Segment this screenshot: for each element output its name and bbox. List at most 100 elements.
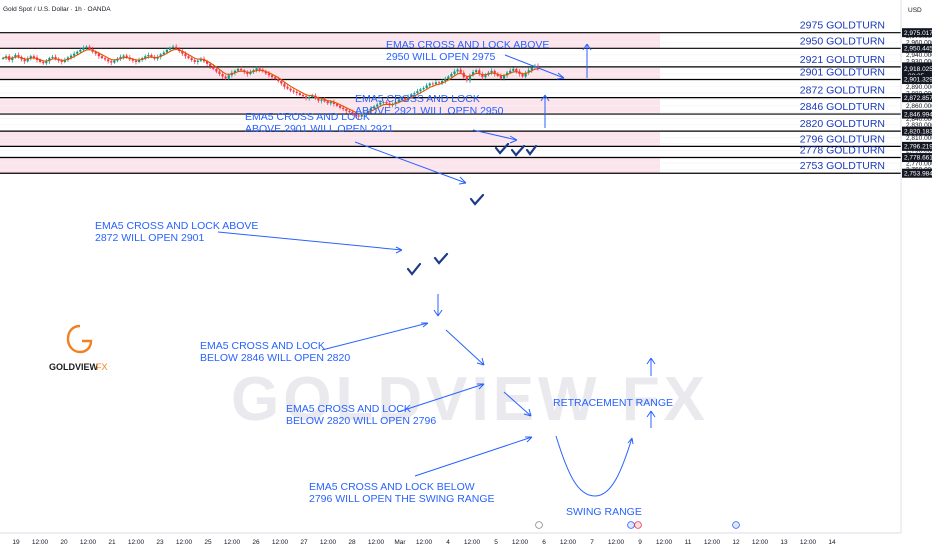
candle-body xyxy=(413,93,416,95)
level-label: 2778 GOLDTURN xyxy=(800,145,885,157)
price-tag-label: 2,872.857 xyxy=(904,95,932,102)
candle-body xyxy=(73,53,76,56)
flag-icon[interactable] xyxy=(732,521,740,529)
candle-body xyxy=(63,60,66,62)
level-label: 2753 GOLDTURN xyxy=(800,160,885,172)
grid-layer xyxy=(0,35,901,170)
price-tag-label: 2,918.025 xyxy=(904,66,932,73)
candle-body xyxy=(524,72,527,77)
candle-body xyxy=(366,110,370,113)
arrow-up xyxy=(646,357,656,376)
candle-body xyxy=(376,104,379,107)
candle-body xyxy=(295,91,298,94)
swing-curve xyxy=(555,435,634,497)
arrow-line xyxy=(414,436,533,477)
candle-body xyxy=(286,86,289,89)
candle-body xyxy=(26,58,29,62)
price-tag-label: 2,901.329 xyxy=(904,77,932,84)
y-tick-label: 2,960.000 xyxy=(906,40,932,47)
candle-body xyxy=(23,59,26,62)
y-tick-label: 2,790.000 xyxy=(906,148,932,155)
candle-body xyxy=(255,68,258,71)
candle-body xyxy=(11,57,14,61)
y-tick-label: 2,840.000 xyxy=(906,116,932,123)
flag-icon[interactable] xyxy=(627,521,635,529)
candle-body xyxy=(345,108,348,111)
annotation-line: 2796 WILL OPEN THE SWING RANGE xyxy=(309,493,495,505)
candle-body xyxy=(134,60,138,62)
annotation-line: ABOVE 2901 WILL OPEN 2921 xyxy=(245,123,394,135)
check-icon xyxy=(494,142,510,155)
event-icon[interactable] xyxy=(535,521,543,529)
x-tick-label: 12:00 xyxy=(752,539,769,546)
annotation-line: EMA5 CROSS AND LOCK xyxy=(286,403,411,415)
level-label: 2950 GOLDTURN xyxy=(800,35,885,47)
candle-body xyxy=(394,101,397,104)
arrow-line xyxy=(504,54,565,79)
candle-body xyxy=(218,71,221,75)
zone-band xyxy=(0,157,660,174)
candle-body xyxy=(431,83,434,85)
candle-body xyxy=(283,83,286,87)
candle-body xyxy=(416,91,419,94)
x-tick-label: 11 xyxy=(685,539,692,546)
candle-body xyxy=(478,70,481,75)
annotation-line: EMA5 CROSS AND LOCK xyxy=(355,93,480,105)
x-tick-label: 21 xyxy=(108,539,116,546)
candle-body xyxy=(54,56,57,59)
candle-body xyxy=(317,98,320,101)
candle-body xyxy=(107,59,110,62)
annotation-line: RETRACEMENT RANGE xyxy=(553,397,673,409)
y-tick-label: 2,810.000 xyxy=(906,135,932,142)
event-markers xyxy=(535,521,740,529)
x-tick-label: 25 xyxy=(204,539,212,546)
candle-body xyxy=(122,55,125,57)
candle-body xyxy=(289,88,292,91)
x-tick-label: 12:00 xyxy=(512,539,529,546)
candle-body xyxy=(150,54,153,57)
candle-body xyxy=(100,56,104,59)
price-tag xyxy=(902,126,932,136)
x-tick-label: 12:00 xyxy=(464,539,481,546)
candle-body xyxy=(236,68,240,71)
candle-body xyxy=(85,46,88,48)
candle-body xyxy=(277,79,280,82)
y-tick-label: 2,830.000 xyxy=(906,122,932,129)
candle-body xyxy=(441,81,444,83)
logo-icon xyxy=(66,324,93,354)
y-axis: 2,760.0002,770.0002,780.0002,790.0002,80… xyxy=(906,33,932,174)
candle-body xyxy=(249,72,252,75)
check-icon xyxy=(510,144,526,157)
candle-body xyxy=(274,77,277,80)
level-label: 2820 GOLDTURN xyxy=(800,118,885,130)
x-tick-label: 12:00 xyxy=(32,539,49,546)
check-icon xyxy=(406,262,422,276)
price-tag xyxy=(902,109,932,119)
candle-body xyxy=(512,68,515,71)
candle-body xyxy=(270,75,274,78)
flag-icon[interactable] xyxy=(634,521,642,529)
x-axis: 19 12:00 20 12:00 21 12:00 23 12:00 25 12:00 26 12:… xyxy=(12,539,836,546)
level-label: 2975 GOLDTURN xyxy=(800,20,885,32)
annotation-line: BELOW 2820 WILL OPEN 2796 xyxy=(286,415,436,427)
x-tick-label: 12:00 xyxy=(608,539,625,546)
candle-body xyxy=(425,85,428,89)
arrows xyxy=(217,43,656,497)
x-tick-label: Mar xyxy=(394,539,406,546)
candle-body xyxy=(292,90,295,92)
x-tick-label: 12:00 xyxy=(224,539,241,546)
logo-brand: GOLDVIEW xyxy=(49,362,99,372)
check-icon xyxy=(433,252,449,265)
price-tag xyxy=(902,28,932,38)
annotation-line: EMA5 CROSS AND LOCK BELOW xyxy=(309,481,475,493)
symbol-title: Gold Spot / U.S. Dollar · 1h · OANDA xyxy=(3,6,111,13)
candle-body xyxy=(221,74,224,77)
arrow-line xyxy=(397,383,485,413)
candle-body xyxy=(444,79,447,82)
candle-body xyxy=(209,63,212,67)
candle-body xyxy=(1,58,5,59)
arrow-line xyxy=(503,391,532,417)
level-label: 2921 GOLDTURN xyxy=(800,54,885,66)
candle-body xyxy=(484,74,487,78)
candle-body xyxy=(14,54,17,58)
